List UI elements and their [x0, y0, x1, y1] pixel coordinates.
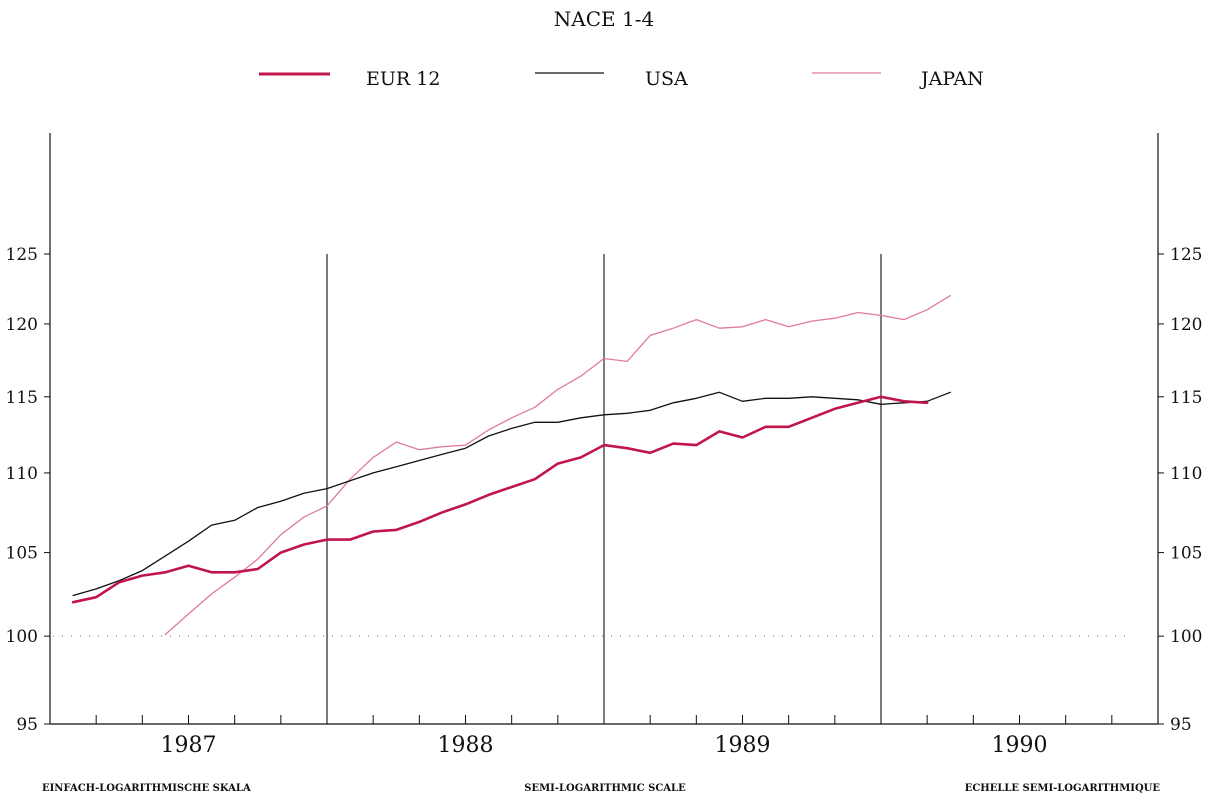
legend-item-usa: USA — [535, 68, 688, 90]
legend-label-usa: USA — [645, 68, 688, 90]
footer-right: ECHELLE SEMI-LOGARITHMIQUE — [965, 783, 1161, 794]
y-tick-label-left-120: 120 — [6, 315, 38, 335]
y-tick-label-right-95: 95 — [1170, 715, 1192, 735]
year-label-1987: 1987 — [161, 733, 217, 758]
y-tick-label-right-125: 125 — [1170, 245, 1202, 265]
y-tick-label-right-100: 100 — [1170, 627, 1202, 647]
series-line-japan — [164, 294, 951, 636]
legend-label-japan: JAPAN — [919, 68, 984, 90]
y-tick-label-right-110: 110 — [1170, 464, 1202, 484]
y-tick-label-left-110: 110 — [6, 464, 38, 484]
y-tick-label-left-95: 95 — [16, 715, 38, 735]
year-label-1988: 1988 — [438, 733, 494, 758]
series-line-eur12 — [71, 395, 929, 604]
series-lines — [71, 294, 951, 636]
year-label-1989: 1989 — [715, 733, 771, 758]
y-tick-label-left-115: 115 — [6, 388, 38, 408]
y-tick-label-left-125: 125 — [6, 245, 38, 265]
legend-item-eur12: EUR 12 — [259, 68, 440, 90]
legend-item-japan: JAPAN — [812, 68, 984, 90]
legend: EUR 12 USA JAPAN — [259, 68, 984, 90]
footer-center: SEMI-LOGARITHMIC SCALE — [524, 783, 686, 794]
y-tick-label-right-115: 115 — [1170, 388, 1202, 408]
legend-label-eur12: EUR 12 — [366, 68, 440, 90]
footer-left: EINFACH-LOGARITHMISCHE SKALA — [42, 783, 251, 794]
y-ticks-left: 95 100 105 110 115 120 125 — [6, 245, 50, 735]
y-tick-label-left-105: 105 — [6, 544, 38, 564]
y-ticks-right: 95 100 105 110 115 120 125 — [1158, 245, 1202, 735]
y-tick-label-right-120: 120 — [1170, 315, 1202, 335]
year-labels: 1987 1988 1989 1990 — [161, 733, 1048, 758]
y-tick-label-left-100: 100 — [6, 627, 38, 647]
year-label-1990: 1990 — [992, 733, 1048, 758]
series-line-usa — [72, 391, 951, 597]
y-tick-label-right-105: 105 — [1170, 544, 1202, 564]
chart-title: NACE 1-4 — [554, 7, 654, 31]
